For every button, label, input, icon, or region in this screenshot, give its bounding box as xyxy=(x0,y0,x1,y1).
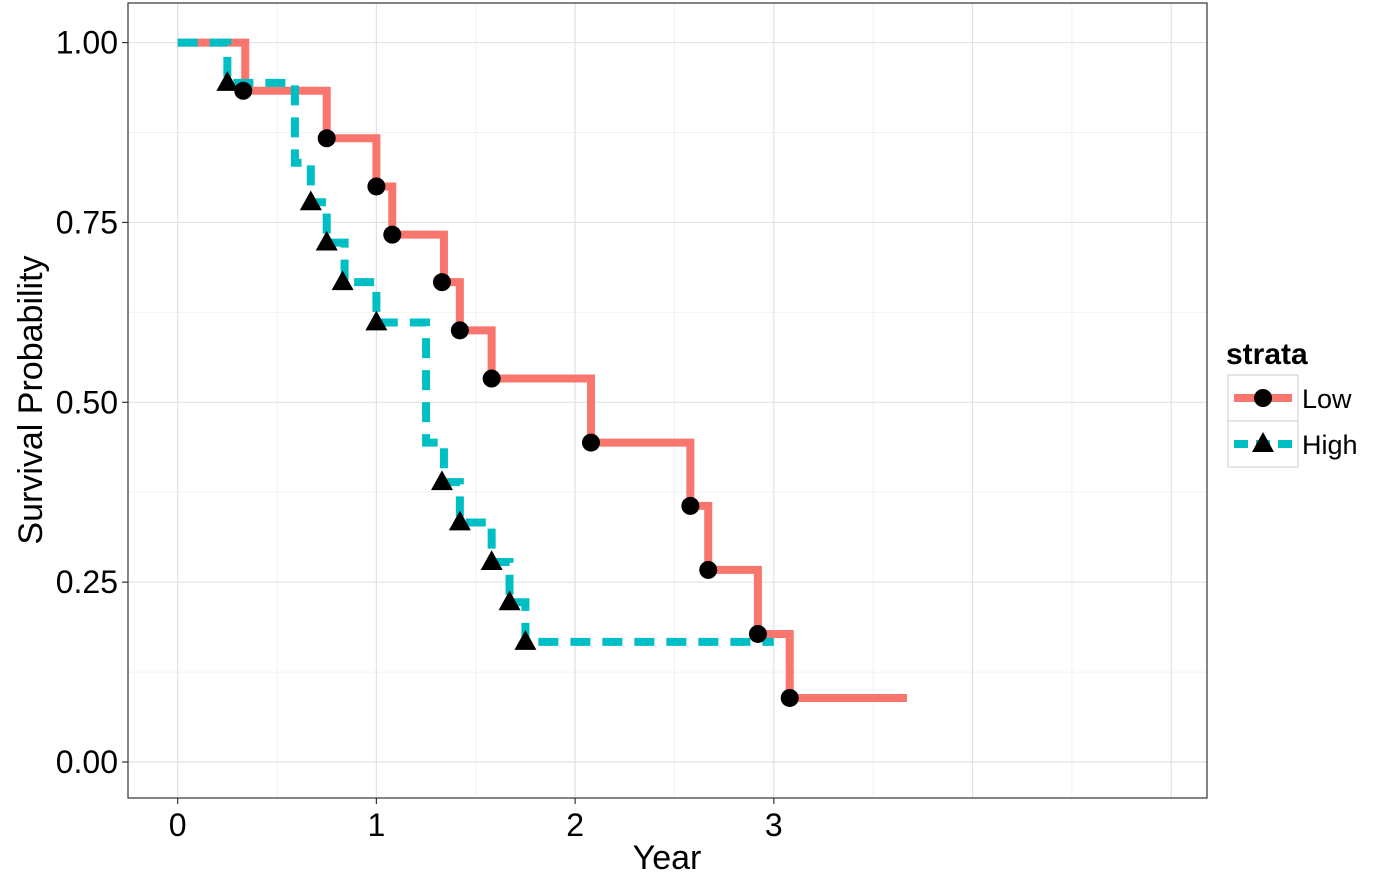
marker-low-point xyxy=(482,369,501,388)
marker-low-point xyxy=(748,624,767,643)
y-tick-label: 0.50 xyxy=(56,384,118,420)
legend-key-marker xyxy=(1252,432,1274,452)
legend-items: Low High xyxy=(1227,374,1358,468)
legend-item-high: High xyxy=(1227,420,1358,468)
x-tick-label: 3 xyxy=(765,807,783,843)
marker-high-point xyxy=(448,510,471,531)
marker-low-point xyxy=(432,273,451,292)
grid xyxy=(128,3,1207,798)
y-tick-label: 0.75 xyxy=(56,204,118,240)
marker-low-point xyxy=(780,688,799,707)
markers-group xyxy=(216,71,799,707)
legend-item-low: Low xyxy=(1227,374,1352,422)
x-tick-label: 2 xyxy=(566,807,584,843)
marker-low-point xyxy=(681,496,700,515)
marker-low-point xyxy=(450,321,469,340)
plot-panel-border xyxy=(127,2,1208,799)
y-tick-label: 0.25 xyxy=(56,564,118,600)
marker-high-point xyxy=(514,630,537,650)
axes: 0 1 2 3 0.00 0.25 0.50 0.75 1.00 xyxy=(56,25,783,843)
series-group xyxy=(177,38,907,702)
marker-high-point xyxy=(498,590,521,611)
y-tick-label: 0.00 xyxy=(56,744,118,780)
y-axis-title: Survival Probability xyxy=(12,255,50,544)
x-tick-label: 1 xyxy=(367,807,385,843)
legend-label-high: High xyxy=(1302,430,1358,460)
marker-high-point xyxy=(365,310,388,331)
marker-low-point xyxy=(317,129,336,148)
marker-low-point xyxy=(699,560,718,579)
marker-high-point xyxy=(299,190,322,211)
marker-low-point xyxy=(383,225,402,244)
y-tick-label: 1.00 xyxy=(56,25,118,61)
legend-label-low: Low xyxy=(1302,384,1352,414)
legend-key-marker xyxy=(1254,389,1272,407)
x-axis-title: Year xyxy=(633,839,702,877)
x-tick-label: 0 xyxy=(169,807,187,843)
marker-high-point xyxy=(430,470,453,491)
series-line-low xyxy=(177,38,907,702)
marker-low-point xyxy=(367,177,386,196)
marker-low-point xyxy=(581,433,600,452)
marker-high-point xyxy=(331,270,354,291)
marker-high-point xyxy=(480,550,503,570)
marker-high-point xyxy=(315,230,338,251)
marker-high-point xyxy=(216,71,239,91)
legend: strata Low High xyxy=(1226,338,1358,468)
marker-low-point xyxy=(234,81,253,100)
series-line-high xyxy=(177,38,774,646)
legend-title: strata xyxy=(1226,338,1308,371)
